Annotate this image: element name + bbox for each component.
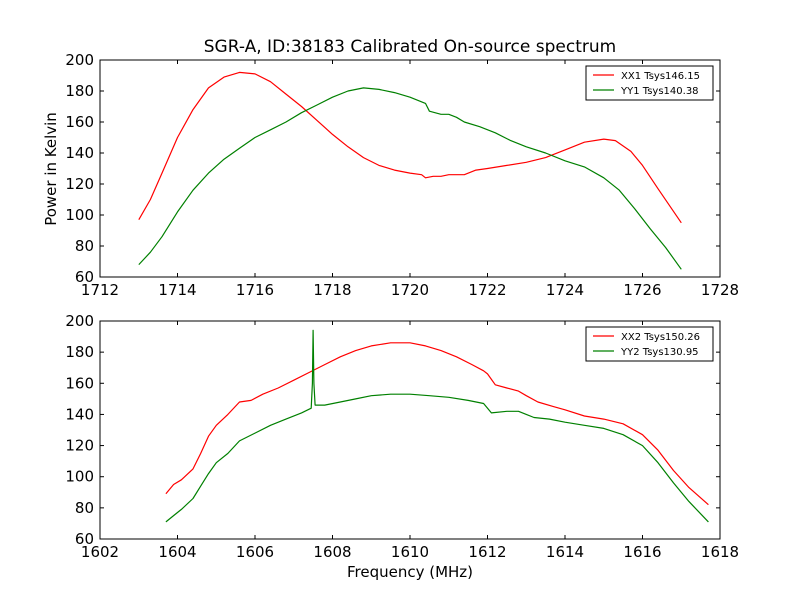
x-axis-label: Frequency (MHz) (347, 563, 473, 581)
panel-2-y-tick-label: 140 (65, 405, 94, 423)
panel-2-x-tick-label: 1608 (313, 543, 351, 561)
panel-1-x-tick-label: 1726 (623, 281, 661, 299)
panel-2-x-tick-label: 1610 (391, 543, 429, 561)
panel-1-x-tick-label: 1728 (701, 281, 739, 299)
panel-1: 1712 1714 1716 1718 1720 1722 1724 1726 1728 60 80… (65, 51, 739, 299)
y-axis-label: Power in Kelvin (42, 112, 60, 226)
panel-2-x-tick-label: 1614 (546, 543, 584, 561)
panel-1-y-tick-label: 120 (65, 175, 94, 193)
panel-1-y-tick-label: 100 (65, 206, 94, 224)
panel-2-x-tick-label: 1602 (81, 543, 119, 561)
panel-1-x-tick-label: 1722 (468, 281, 506, 299)
panel-1-legend-label: YY1 Tsys140.38 (620, 86, 699, 97)
panel-2-y-tick-label: 180 (65, 343, 94, 361)
panel-1-series-line-2 (138, 87, 682, 270)
panel-2-series-line-1 (165, 342, 709, 506)
panel-1-legend-label: XX1 Tsys146.15 (621, 71, 700, 82)
panel-2: 1602 1604 1606 1608 1610 1612 1614 1616 1618 60 80… (65, 312, 739, 561)
panel-1-x-tick-label: 1724 (546, 281, 584, 299)
panel-1-y-tick-label: 80 (75, 237, 94, 255)
panel-2-x-tick-label: 1606 (236, 543, 274, 561)
panel-2-y-tick-label: 120 (65, 437, 94, 455)
panel-2-series-line-2 (165, 329, 709, 523)
panel-1-x-tick-label: 1716 (236, 281, 274, 299)
panel-2-x-tick-label: 1616 (623, 543, 661, 561)
panel-2-y-tick-label: 160 (65, 374, 94, 392)
panel-2-x-tick-label: 1618 (701, 543, 739, 561)
panel-2-legend-label: YY2 Tsys130.95 (620, 347, 699, 358)
panel-1-legend: XX1 Tsys146.15 YY1 Tsys140.38 (585, 65, 714, 101)
panel-1-y-tick-label: 160 (65, 113, 94, 131)
panel-1-x-tick-label: 1712 (81, 281, 119, 299)
panel-1-legend-box (585, 65, 714, 101)
panel-1-y-tick-label: 200 (65, 51, 94, 69)
panel-2-x-tick-label: 1612 (468, 543, 506, 561)
panel-1-x-tick-label: 1718 (313, 281, 351, 299)
figure-title: SGR-A, ID:38183 Calibrated On-source spe… (204, 37, 616, 57)
panel-2-y-tick-label: 60 (75, 530, 94, 548)
panel-2-legend: XX2 Tsys150.26 YY2 Tsys130.95 (585, 326, 714, 362)
panel-2-legend-box (585, 326, 714, 362)
panel-2-x-tick-label: 1604 (158, 543, 196, 561)
panel-1-y-tick-label: 140 (65, 144, 94, 162)
panel-2-y-tick-label: 80 (75, 499, 94, 517)
panel-1-y-tick-label: 180 (65, 82, 94, 100)
panel-1-x-tick-label: 1720 (391, 281, 429, 299)
panel-1-x-tick-label: 1714 (158, 281, 196, 299)
panel-2-legend-label: XX2 Tsys150.26 (621, 332, 700, 343)
plot-panels: 1712 1714 1716 1718 1720 1722 1724 1726 1728 60 80… (65, 51, 739, 561)
panel-1-series-line-1 (138, 71, 682, 224)
panel-1-y-tick-label: 60 (75, 268, 94, 286)
panel-2-y-tick-label: 200 (65, 312, 94, 330)
panel-2-y-tick-label: 100 (65, 468, 94, 486)
